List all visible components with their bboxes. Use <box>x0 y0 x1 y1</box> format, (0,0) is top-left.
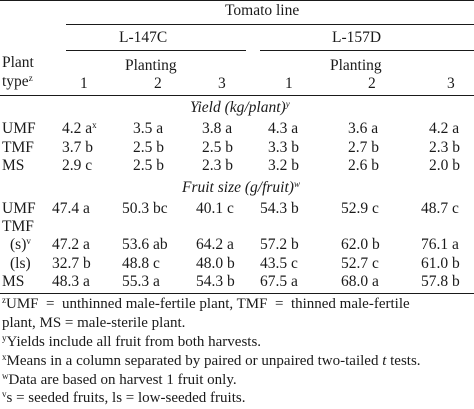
footnote-x: xMeans in a column separated by paired o… <box>2 352 421 369</box>
footnote-z: zUMF = unthinned male-fertile plant, TMF… <box>2 295 410 312</box>
table-cell: 54.3 b <box>260 200 299 217</box>
planting-number: 2 <box>154 75 162 92</box>
table-cell: 53.6 ab <box>122 236 168 253</box>
tomato-line-rule <box>66 24 474 25</box>
table-cell: 47.4 a <box>52 200 90 217</box>
row-label: MS <box>2 273 25 290</box>
footnote-text: s = seeded fruits, ls = low-seeded fruit… <box>6 390 246 406</box>
table-cell: 43.5 c <box>260 255 298 272</box>
table-cell: 50.3 bc <box>122 200 168 217</box>
row-label: UMF <box>2 200 36 217</box>
table-cell: 57.8 b <box>421 273 460 290</box>
table-cell: 48.8 c <box>122 255 160 272</box>
table-cell: 68.0 a <box>341 273 379 290</box>
row-label: TMF <box>2 139 34 156</box>
footnote-w: wData are based on harvest 1 fruit only. <box>2 371 237 388</box>
table-cell: 2.3 b <box>202 157 233 174</box>
table-cell: 62.0 b <box>341 236 380 253</box>
table-cell: 32.7 b <box>52 255 91 272</box>
footnote-mark: y <box>2 333 7 343</box>
planting-header-147: Planting <box>125 57 177 74</box>
table-cell: 55.3 a <box>122 273 160 290</box>
planting-number: 3 <box>218 75 226 92</box>
yield-footnote-mark: y <box>285 99 290 109</box>
tomato-line-header: Tomato line <box>225 2 300 19</box>
footnote-mark: x <box>2 352 7 362</box>
line-l157d: L-157D <box>332 29 382 46</box>
line-l147c: L-147C <box>119 29 168 46</box>
footnote-text: Means in a column separated by paired or… <box>6 353 383 369</box>
table-cell: 47.2 a <box>52 236 90 253</box>
cell-value: 4.2 a <box>62 120 93 137</box>
table-cell: 61.0 b <box>421 255 460 272</box>
table-bottom-rule <box>0 293 474 294</box>
footnote-text: Yields include all fruit from both harve… <box>6 334 262 350</box>
type-footnote-mark: z <box>28 73 33 83</box>
table-cell: 48.0 b <box>196 255 235 272</box>
table-cell: 2.0 b <box>429 157 460 174</box>
row-sublabel: (ls) <box>10 255 31 272</box>
table-cell: 3.6 a <box>348 120 379 137</box>
yield-section-title: Yield (kg/plant)y <box>190 100 290 116</box>
footnote-mark: w <box>2 371 9 381</box>
footnote-text: UMF = unthinned male-fertile plant, TMF … <box>6 296 410 312</box>
table-cell: 2.9 c <box>62 157 93 174</box>
row-sublabel: (s)v <box>10 237 31 253</box>
table-cell: 57.2 b <box>260 236 299 253</box>
fruit-size-section-title: Fruit size (g/fruit)w <box>182 180 300 196</box>
fruit-size-footnote-mark: w <box>293 179 300 189</box>
type-label: type <box>2 73 29 90</box>
table-cell: 3.8 a <box>202 120 233 137</box>
table-cell: 3.3 b <box>268 139 299 156</box>
row-label: UMF <box>2 120 36 137</box>
row-label: TMF <box>2 218 34 235</box>
type-header: typez <box>2 74 33 90</box>
table-cell: 48.3 a <box>52 273 90 290</box>
cell-footnote-mark: x <box>92 120 97 130</box>
footnote-v: vs = seeded fruits, ls = low-seeded frui… <box>2 389 246 406</box>
table-cell: 52.7 c <box>341 255 379 272</box>
table-cell: 3.7 b <box>62 139 93 156</box>
footnote-text: Data are based on harvest 1 fruit only. <box>8 372 237 388</box>
table-cell: 54.3 b <box>196 273 235 290</box>
table-cell: 3.5 a <box>133 120 164 137</box>
table-cell: 76.1 a <box>421 236 459 253</box>
table-cell: 64.2 a <box>196 236 234 253</box>
line-l157d-rule <box>260 50 474 51</box>
footnote-text: tests. <box>386 353 421 369</box>
table-cell: 3.2 b <box>268 157 299 174</box>
footnote-mark: v <box>2 389 7 399</box>
footnote-y: yYields include all fruit from both harv… <box>2 333 262 350</box>
footnote-t-symbol: t <box>382 353 387 369</box>
planting-number: 2 <box>368 75 376 92</box>
table-cell: 2.7 b <box>348 139 379 156</box>
plant-header: Plant <box>2 54 34 71</box>
planting-number: 1 <box>285 75 293 92</box>
header-bottom-rule <box>0 95 474 96</box>
planting-header-157: Planting <box>330 57 382 74</box>
planting-number: 3 <box>447 75 455 92</box>
table-cell: 52.9 c <box>341 200 379 217</box>
table-cell: 2.5 b <box>133 157 164 174</box>
table-cell: 2.5 b <box>133 139 164 156</box>
row-label: MS <box>2 157 25 174</box>
table-cell: 2.3 b <box>429 139 460 156</box>
top-rule <box>0 0 474 1</box>
table-cell: 2.5 b <box>202 139 233 156</box>
footnote-z-cont: plant, MS = male-sterile plant. <box>2 315 186 331</box>
table-cell: 67.5 a <box>260 273 298 290</box>
table-cell: 4.3 a <box>268 120 299 137</box>
table-cell: 40.1 c <box>196 200 234 217</box>
line-l147c-rule <box>66 50 246 51</box>
fruit-size-title: Fruit size (g/fruit) <box>182 179 294 196</box>
table-cell: 4.2 ax <box>62 121 97 137</box>
table-cell: 4.2 a <box>429 120 460 137</box>
table-cell: 2.6 b <box>348 157 379 174</box>
table-cell: 48.7 c <box>421 200 459 217</box>
sublabel-text: (s) <box>10 236 27 253</box>
sublabel-footnote-mark: v <box>26 236 31 246</box>
yield-title: Yield (kg/plant) <box>190 99 286 116</box>
footnote-mark: z <box>2 295 6 305</box>
planting-number: 1 <box>80 75 88 92</box>
